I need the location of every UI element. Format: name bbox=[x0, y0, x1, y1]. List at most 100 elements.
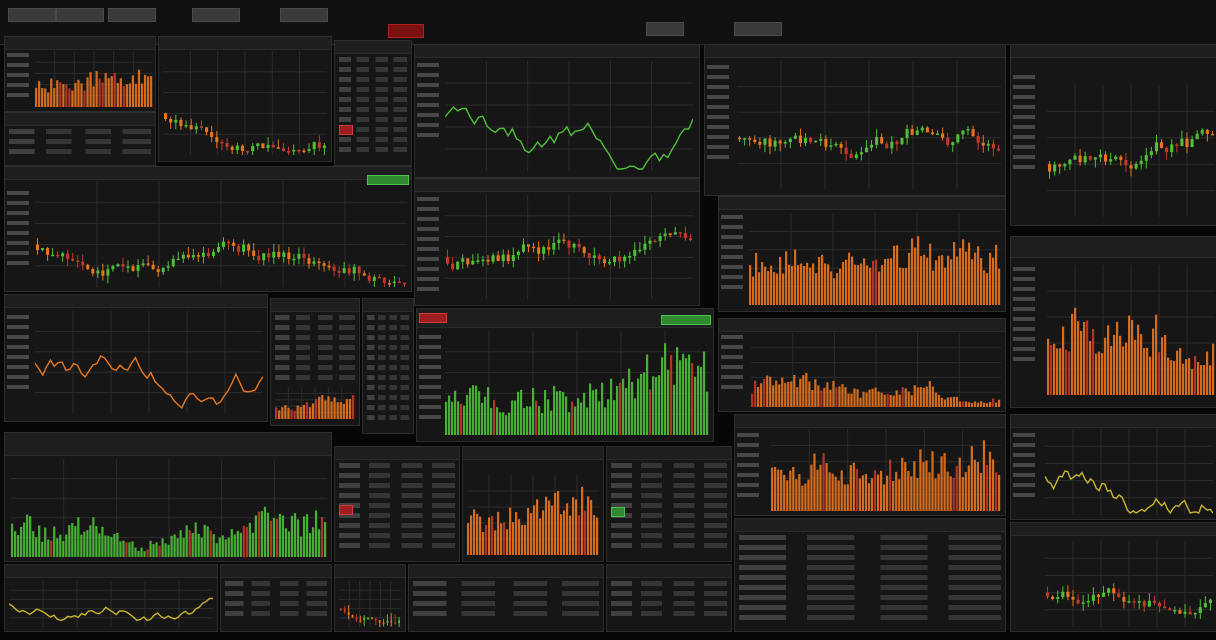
quote-table-panel[interactable] bbox=[270, 298, 360, 426]
toolbar-tab[interactable] bbox=[56, 8, 104, 22]
bar bbox=[530, 513, 533, 555]
toolbar-tab[interactable] bbox=[646, 22, 684, 36]
toolbar-tab[interactable] bbox=[192, 8, 240, 22]
chart-panel-13[interactable] bbox=[4, 432, 332, 562]
bar bbox=[550, 410, 553, 435]
bar bbox=[176, 538, 179, 557]
candle-body bbox=[194, 126, 198, 130]
candle-body bbox=[161, 267, 165, 273]
chart-panel-5[interactable] bbox=[1010, 44, 1216, 226]
bar bbox=[925, 460, 928, 511]
candle-body bbox=[793, 135, 797, 139]
candle-body bbox=[176, 258, 180, 261]
bar bbox=[1176, 350, 1179, 395]
candle-body bbox=[402, 282, 406, 285]
bar bbox=[959, 248, 962, 305]
summary-panel[interactable] bbox=[4, 112, 156, 166]
chart-panel-15[interactable] bbox=[734, 414, 1006, 516]
candle-body bbox=[623, 256, 627, 262]
chart-panel-10[interactable] bbox=[4, 294, 268, 422]
chart-panel-2[interactable] bbox=[158, 36, 332, 162]
toolbar-tab[interactable] bbox=[734, 22, 782, 36]
bar bbox=[518, 519, 521, 555]
candle-body bbox=[542, 247, 546, 254]
bar bbox=[194, 522, 197, 557]
bar bbox=[813, 453, 816, 511]
quote-table-panel[interactable] bbox=[408, 564, 604, 632]
bar bbox=[551, 505, 554, 555]
bar bbox=[935, 260, 938, 305]
candle-body bbox=[1147, 600, 1151, 607]
quote-table-panel[interactable] bbox=[362, 298, 414, 434]
bar bbox=[122, 86, 125, 107]
toolbar-tab[interactable] bbox=[8, 8, 56, 22]
bar bbox=[867, 483, 871, 511]
bar bbox=[772, 385, 775, 407]
bar bbox=[1140, 334, 1143, 395]
candle-body bbox=[36, 244, 40, 251]
chart-panel-12[interactable] bbox=[718, 318, 1006, 412]
bar bbox=[83, 531, 86, 557]
bar bbox=[916, 387, 919, 407]
quote-table-panel[interactable] bbox=[606, 564, 732, 632]
chart-panel-11[interactable] bbox=[416, 308, 714, 442]
chart-panel-1[interactable] bbox=[4, 36, 156, 112]
bar bbox=[856, 389, 859, 407]
candle-body bbox=[1200, 129, 1204, 134]
toolbar-tab[interactable] bbox=[108, 8, 156, 22]
bar bbox=[143, 74, 147, 107]
chart-panel-18[interactable] bbox=[4, 564, 218, 632]
bar bbox=[71, 522, 74, 557]
chart-panel-17[interactable] bbox=[1010, 522, 1216, 632]
candle-body bbox=[317, 261, 321, 264]
bar bbox=[997, 474, 1001, 511]
bar bbox=[233, 534, 236, 557]
chart-plot bbox=[35, 311, 263, 413]
bar bbox=[849, 465, 852, 511]
bar bbox=[152, 544, 155, 557]
candle-body bbox=[1051, 596, 1055, 600]
chart-panel-14[interactable] bbox=[462, 446, 604, 562]
chart-panel-16[interactable] bbox=[1010, 414, 1216, 520]
bar bbox=[910, 476, 913, 511]
quote-table-panel[interactable] bbox=[220, 564, 332, 632]
chart-panel-4[interactable] bbox=[704, 44, 1006, 196]
bar bbox=[613, 400, 616, 435]
chart-panel-7[interactable] bbox=[414, 178, 700, 306]
bar bbox=[539, 518, 542, 555]
chart-panel-8[interactable] bbox=[718, 196, 1006, 312]
quote-table-panel[interactable] bbox=[334, 446, 460, 562]
bar bbox=[35, 537, 38, 557]
series-line bbox=[35, 355, 263, 410]
bar bbox=[944, 267, 947, 305]
candle-body bbox=[1114, 156, 1118, 160]
bar bbox=[887, 258, 890, 305]
toolbar-tab[interactable] bbox=[388, 24, 424, 38]
candle-body bbox=[340, 608, 342, 611]
bar bbox=[293, 410, 296, 419]
candle-body bbox=[230, 146, 234, 151]
quote-table-panel[interactable] bbox=[734, 518, 1006, 632]
candle-body bbox=[557, 239, 561, 243]
candle-body bbox=[552, 242, 556, 250]
quote-table-panel[interactable] bbox=[334, 40, 412, 166]
chart-panel-3[interactable] bbox=[414, 44, 700, 178]
bar bbox=[706, 391, 709, 435]
chart-panel-6[interactable] bbox=[4, 166, 412, 292]
quote-table-panel[interactable] bbox=[606, 446, 732, 562]
bar bbox=[149, 75, 153, 107]
toolbar-tab[interactable] bbox=[280, 8, 328, 22]
candle-body bbox=[1175, 144, 1179, 147]
bar bbox=[185, 525, 188, 557]
candlestick-chart bbox=[737, 61, 1001, 189]
bar bbox=[110, 537, 113, 557]
candle-body bbox=[875, 137, 879, 145]
bar bbox=[1167, 357, 1170, 395]
bar bbox=[910, 395, 913, 407]
bar bbox=[596, 517, 599, 555]
chart-panel-9[interactable] bbox=[1010, 236, 1216, 408]
bar bbox=[104, 535, 107, 557]
bar bbox=[197, 533, 200, 557]
chart-panel-19[interactable] bbox=[334, 564, 406, 632]
bar bbox=[967, 465, 970, 511]
